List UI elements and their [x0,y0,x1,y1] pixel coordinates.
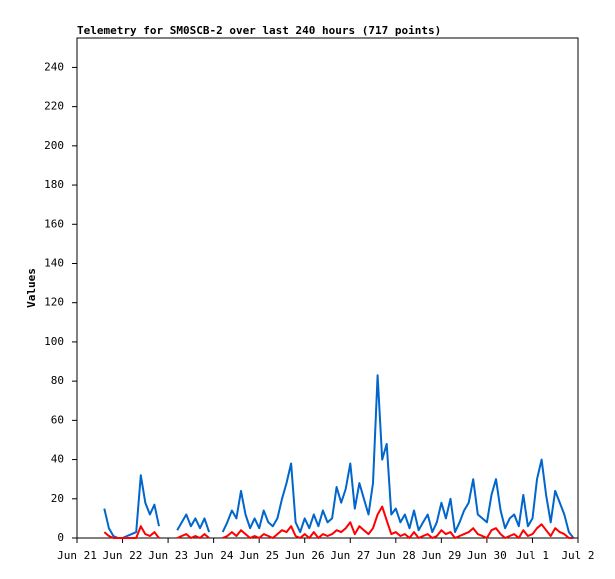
y-tick-label: 40 [51,453,64,466]
y-tick-label: 220 [44,100,64,113]
x-tick-label: Jun 24 [194,549,234,562]
y-tick-label: 200 [44,139,64,152]
y-tick-label: 180 [44,178,64,191]
x-tick-label: Jun 28 [376,549,416,562]
y-axis-label: Values [25,268,38,308]
y-tick-label: 100 [44,335,64,348]
x-tick-label: Jun 23 [148,549,188,562]
x-tick-label: Jun 21 [57,549,97,562]
y-tick-label: 60 [51,413,64,426]
x-tick-label: Jun 25 [239,549,279,562]
plot-frame [76,37,579,539]
y-tick-label: 80 [51,374,64,387]
y-tick-label: 240 [44,60,64,73]
chart-title: Telemetry for SM0SCB-2 over last 240 hou… [77,24,441,37]
y-tick-label: 0 [57,531,64,544]
x-tick-label: Jul 2 [561,549,594,562]
series-line [103,374,575,539]
x-tick-label: Jun 29 [421,549,461,562]
x-tick-label: Jul 1 [516,549,549,562]
y-tick-label: 120 [44,296,64,309]
x-tick-label: Jun 22 [103,549,143,562]
x-tick-label: Jun 27 [330,549,370,562]
y-tick-label: 140 [44,256,64,269]
x-tick-label: Jun 30 [467,549,507,562]
y-tick-label: 20 [51,492,64,505]
series-line [103,505,574,539]
x-tick-label: Jun 26 [285,549,325,562]
y-tick-label: 160 [44,217,64,230]
